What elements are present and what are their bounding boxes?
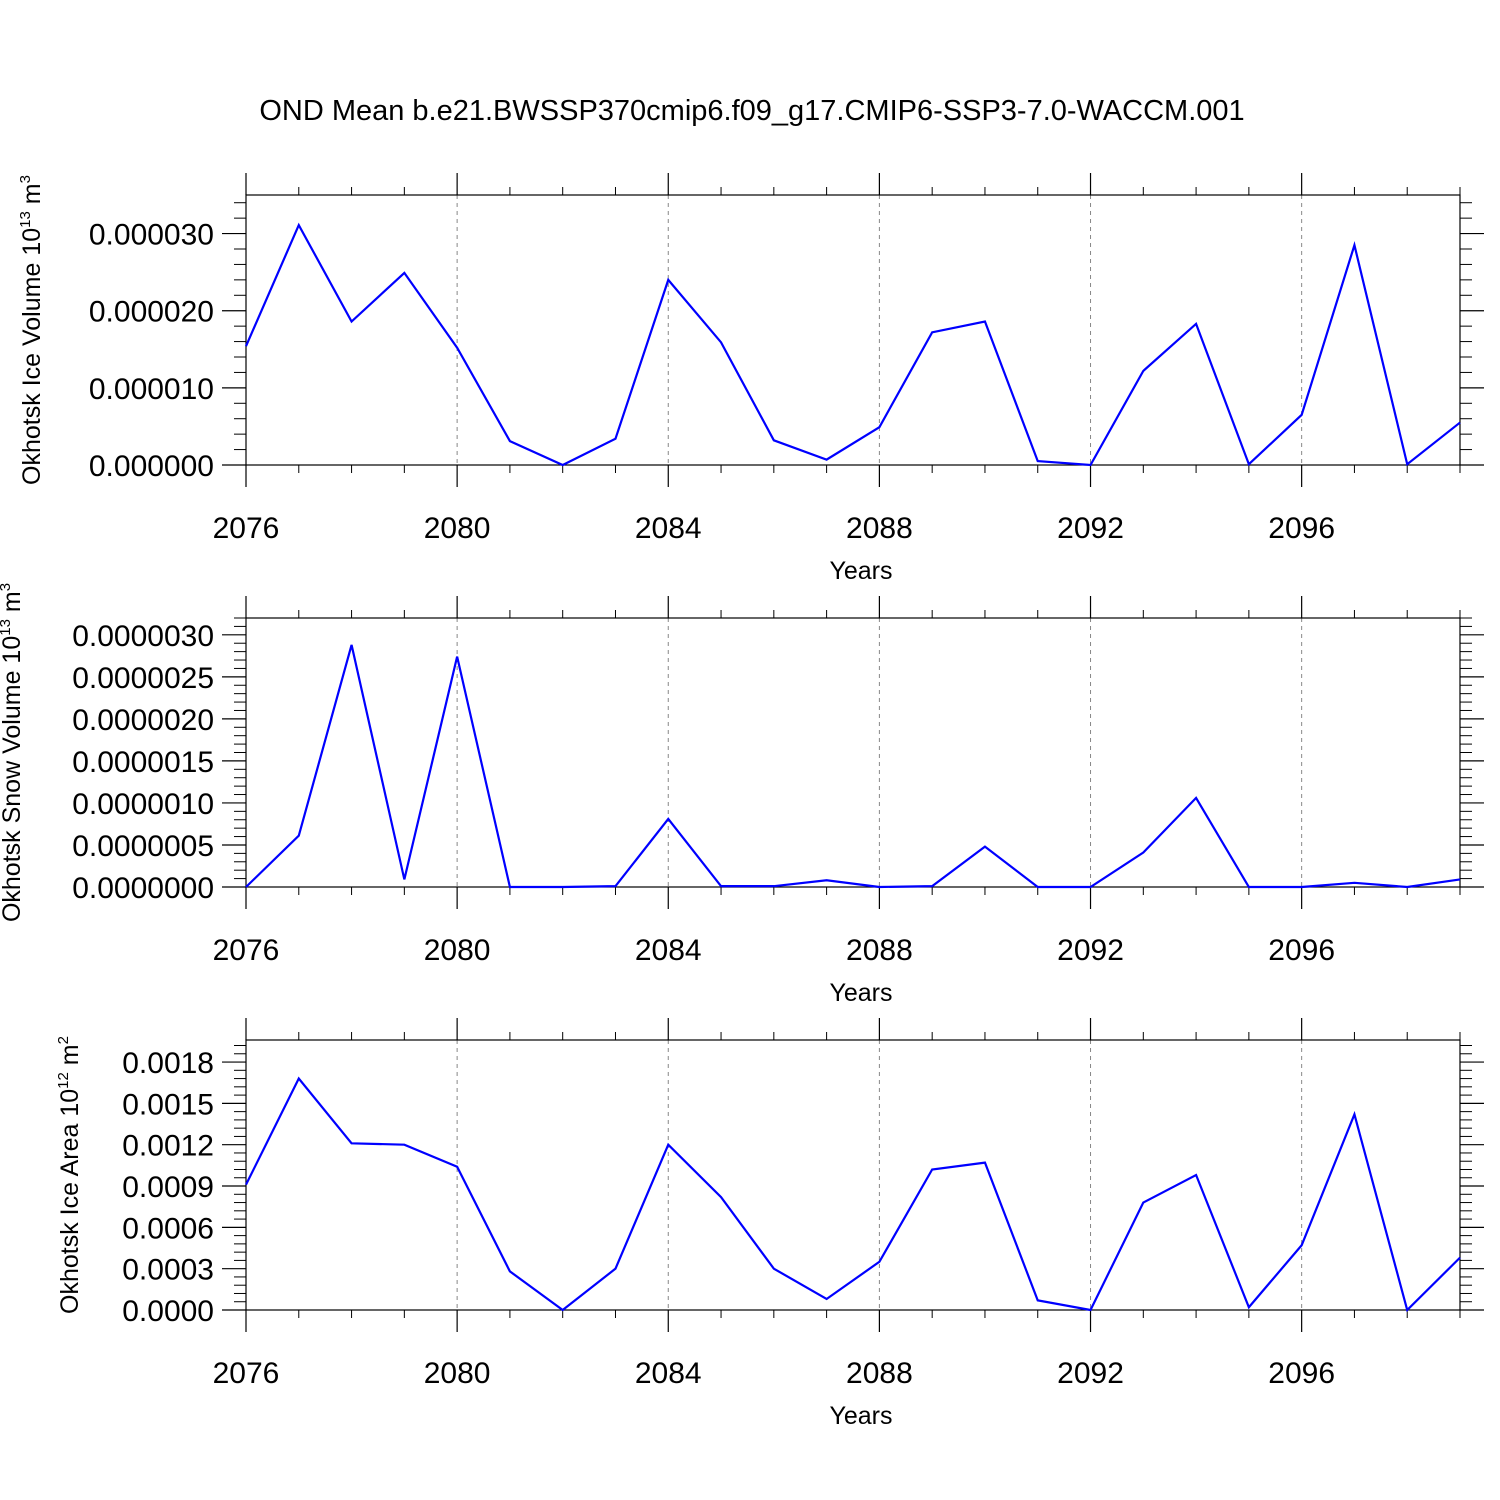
chart-panel-3: 2076 2080 2084 2088 2092 2096 0.0000 0.0003 0.00…: [55, 1018, 1484, 1430]
series-line: [245, 1076, 1461, 1313]
y-tick-label: 0.0000000: [72, 872, 214, 905]
x-tick-label: 2088: [846, 1357, 913, 1390]
y-tick-label: 0.0015: [122, 1088, 214, 1121]
x-tick-label: 2076: [213, 512, 280, 545]
x-tick-label: 2076: [213, 1357, 280, 1390]
x-tick-label: 2096: [1268, 512, 1335, 545]
x-axis-label: Years: [829, 557, 892, 585]
plot-frame: [245, 1039, 1461, 1311]
y-tick-label: 0.0000020: [72, 704, 214, 737]
x-axis-label: Years: [829, 1402, 892, 1430]
y-tick-label: 0.0012: [122, 1130, 214, 1163]
x-tick-label: 2084: [635, 512, 702, 545]
x-tick-label: 2080: [424, 934, 491, 967]
x-tick-label: 2092: [1057, 512, 1124, 545]
y-tick-label: 0.0018: [122, 1047, 214, 1080]
y-axis-label: Okhotsk Ice Volume 1013 m3: [17, 175, 46, 485]
x-tick-label: 2084: [635, 934, 702, 967]
y-axis-label: Okhotsk Ice Area 1012 m2: [55, 1036, 84, 1314]
chart-panel-1: 2076 2080 2084 2088 2092 2096 0.000000 0.000010…: [17, 173, 1484, 585]
series-line: [245, 644, 1461, 889]
y-axis-label: Okhotsk Snow Volume 1013 m3: [0, 583, 26, 922]
x-tick-label: 2092: [1057, 934, 1124, 967]
y-tick-label: 0.0000030: [72, 620, 214, 653]
chart-panel-2: 2076 2080 2084 2088 2092 2096 0.0000000 0.00000…: [0, 583, 1484, 1007]
y-tick-label: 0.0000025: [72, 662, 214, 695]
x-axis-label: Years: [829, 979, 892, 1007]
plot-frame: [245, 194, 1461, 466]
x-tick-label: 2088: [846, 934, 913, 967]
y-tick-label: 0.0000: [122, 1295, 214, 1328]
y-tick-label: 0.0000015: [72, 746, 214, 779]
y-tick-label: 0.0003: [122, 1254, 214, 1287]
y-tick-label: 0.000030: [89, 219, 214, 252]
x-tick-label: 2080: [424, 512, 491, 545]
y-tick-label: 0.0000005: [72, 830, 214, 863]
plot-frame: [245, 617, 1461, 888]
x-tick-label: 2084: [635, 1357, 702, 1390]
series-line: [244, 222, 1461, 467]
x-tick-label: 2088: [846, 512, 913, 545]
y-tick-label: 0.000000: [89, 450, 214, 483]
x-tick-label: 2080: [424, 1357, 491, 1390]
y-tick-label: 0.000010: [89, 373, 214, 406]
x-tick-label: 2076: [213, 934, 280, 967]
y-tick-label: 0.0000010: [72, 788, 214, 821]
x-tick-label: 2092: [1057, 1357, 1124, 1390]
y-tick-label: 0.0009: [122, 1171, 214, 1204]
x-tick-label: 2096: [1268, 934, 1335, 967]
y-tick-label: 0.000020: [89, 296, 214, 329]
y-tick-label: 0.0006: [122, 1212, 214, 1245]
x-tick-label: 2096: [1268, 1357, 1335, 1390]
figure-title: OND Mean b.e21.BWSSP370cmip6.f09_g17.CMI…: [259, 95, 1244, 127]
chart-panels: 2076 2080 2084 2088 2092 2096 0.000000 0.000010…: [0, 173, 1484, 1430]
